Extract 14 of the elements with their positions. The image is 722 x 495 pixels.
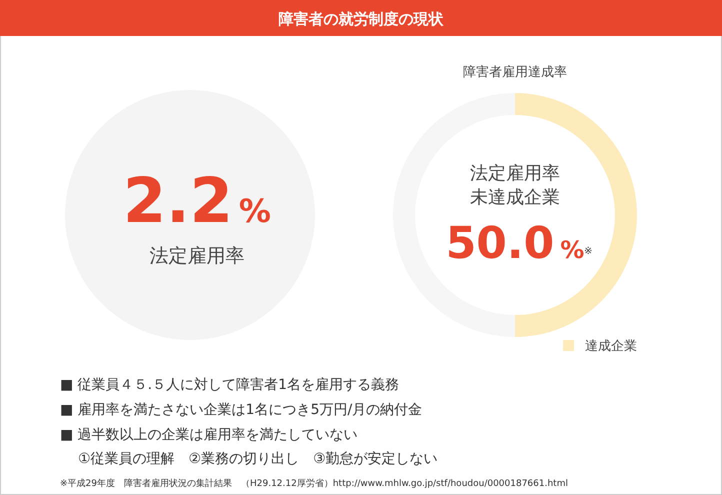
text: ■ 過半数以上の企業は雇用率を満たしていない <box>60 427 358 443</box>
text: ※ <box>584 246 592 257</box>
text: 障害者の就労制度の現状 <box>278 10 444 28</box>
text: 法定雇用率 <box>150 245 244 267</box>
text: ①従業員の理解 ②業務の切り出し ③勤怠が安定しない <box>78 451 438 467</box>
data-label: 50.0% <box>446 218 584 269</box>
text: 法定雇用率 <box>470 163 560 184</box>
legend-label: 達成企業 <box>585 339 637 354</box>
text: 未達成企業 <box>470 187 560 208</box>
chart-title: 障害者雇用達成率 <box>463 64 567 80</box>
text: ■ 雇用率を満たさない企業は1名につき5万円/月の納付金 <box>60 402 422 418</box>
text: 2.2% <box>123 164 271 237</box>
text: ※平成29年度 障害者雇用状況の集計結果 （H29.12.12厚労省）http://www.mhlw.go.jp/stf/houdou/0000187661.html <box>60 478 568 489</box>
text: ■ 従業員４５.５人に対して障害者1名を雇用する義務 <box>60 377 400 393</box>
